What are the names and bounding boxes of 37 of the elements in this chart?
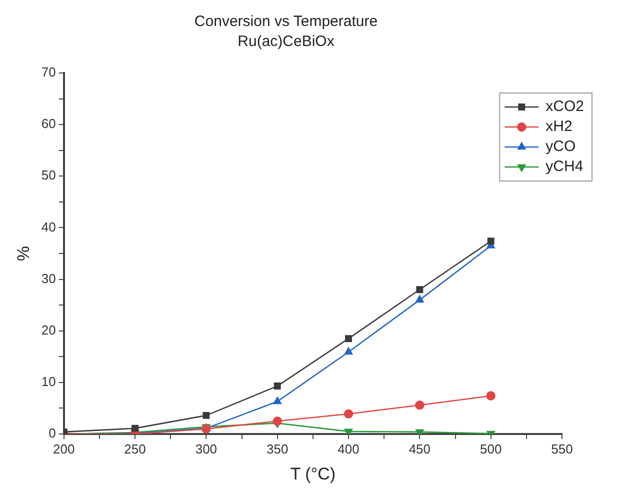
y-tick-label: 10 <box>41 374 56 390</box>
point <box>274 382 281 390</box>
y-tick-label: 40 <box>41 219 56 234</box>
chart-title: Conversion vs Temperature <box>194 13 378 30</box>
point <box>272 416 282 426</box>
chart-subtitle: Ru(ac)CeBiOx <box>238 33 335 50</box>
x-tick-label: 200 <box>53 441 75 456</box>
point <box>345 335 352 342</box>
legend-label: xH2 <box>546 118 572 136</box>
y-tick-label: 20 <box>41 322 56 338</box>
point <box>202 412 210 419</box>
point <box>415 400 424 410</box>
x-tick-label: 350 <box>266 441 288 456</box>
x-tick-label: 400 <box>338 441 360 456</box>
x-axis-title: T (°C) <box>290 464 336 484</box>
point <box>487 238 494 245</box>
y-axis-title: % <box>14 246 33 262</box>
legend-label: yCO <box>546 138 576 156</box>
legend-label: yCH4 <box>546 158 584 176</box>
legend-label: xCO2 <box>546 98 584 116</box>
point <box>132 424 138 432</box>
x-tick-label: 500 <box>480 441 502 456</box>
x-tick-label: 300 <box>195 441 218 456</box>
y-tick-label: 60 <box>41 116 56 132</box>
point <box>416 286 424 294</box>
point <box>486 391 496 400</box>
point <box>273 396 282 404</box>
x-tick-label: 250 <box>124 441 146 456</box>
point <box>416 295 424 303</box>
y-tick-label: 70 <box>41 64 56 80</box>
point <box>344 409 354 419</box>
y-tick-label: 50 <box>41 168 56 183</box>
y-tick-label: 30 <box>41 270 56 286</box>
x-tick-label: 450 <box>408 441 431 456</box>
point <box>344 347 353 355</box>
y-tick-label: 0 <box>48 426 56 441</box>
x-tick-label: 550 <box>551 441 573 456</box>
